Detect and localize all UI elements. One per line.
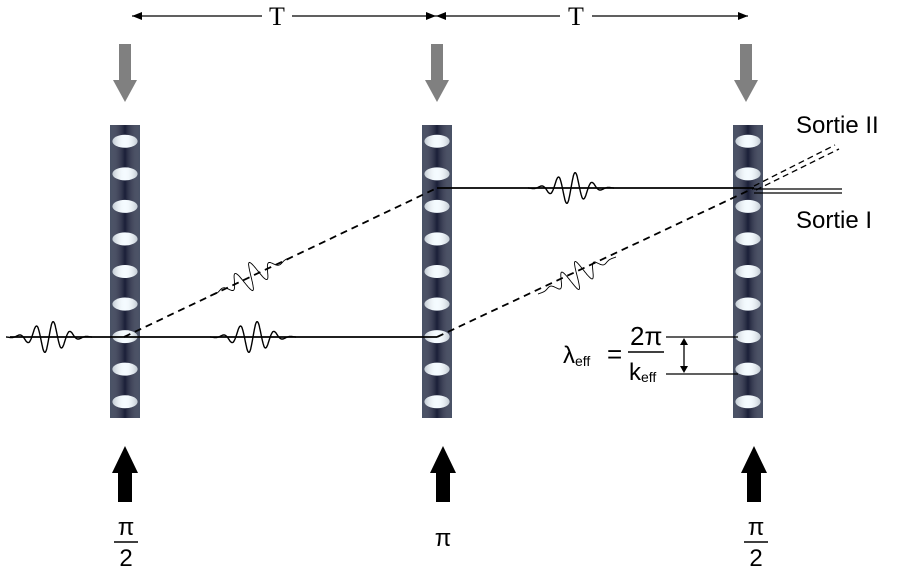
output-2-label: Sortie II xyxy=(796,112,879,139)
bottom-arrow-3 xyxy=(741,446,767,502)
grating-2 xyxy=(422,125,452,418)
wave-packet-lower xyxy=(210,321,296,353)
output-2-line-a xyxy=(753,144,836,187)
arrowhead-right-2 xyxy=(738,12,748,20)
pulse-label-3: π 2 xyxy=(744,514,768,572)
arrowhead-left-1 xyxy=(132,12,142,20)
output-1-label: Sortie I xyxy=(796,207,872,234)
wave-packet-incoming xyxy=(6,321,92,353)
wave-packet-upper xyxy=(528,172,614,204)
pulse-label-3-denominator: 2 xyxy=(749,545,762,572)
fraction-numerator: 2π xyxy=(630,321,662,351)
grating-3 xyxy=(733,125,763,418)
grating-shading xyxy=(733,125,763,418)
grating-shading xyxy=(110,125,140,418)
time-label-2: T xyxy=(568,2,584,31)
arrowhead-left-2 xyxy=(436,12,446,20)
wave-packets xyxy=(6,172,617,353)
wave-packet-upper-diagonal xyxy=(209,256,293,297)
k-subscript: eff xyxy=(641,369,656,385)
pulse-label-1-numerator: π xyxy=(118,514,135,541)
pulse-label-2-numerator: π xyxy=(435,525,452,552)
bottom-arrow-2 xyxy=(430,446,456,502)
grating-shading xyxy=(422,125,452,418)
bottom-laser-arrows xyxy=(112,446,767,502)
upper-path-1 xyxy=(123,187,438,338)
fraction-denominator: keff xyxy=(629,359,656,386)
grating-1 xyxy=(110,125,140,418)
top-arrow-3 xyxy=(734,44,758,102)
wavelength-arrowhead-down xyxy=(680,366,688,373)
output-2-line-b xyxy=(755,148,840,191)
arrowhead-right-1 xyxy=(426,12,436,20)
trajectories xyxy=(10,144,842,338)
pulse-label-1-denominator: 2 xyxy=(119,545,132,572)
lambda-subscript: eff xyxy=(575,353,590,369)
equals-sign: = xyxy=(607,339,622,369)
time-label-1: T xyxy=(269,2,285,31)
pulse-label-3-numerator: π xyxy=(748,514,765,541)
wave-packet-lower-diagonal xyxy=(537,256,617,295)
wavelength-annotation: λeff = 2π keff xyxy=(563,321,738,386)
lambda-symbol: λeff xyxy=(563,342,590,369)
wavelength-arrowhead-up xyxy=(680,338,688,345)
pulse-label-1: π 2 xyxy=(114,514,138,572)
top-arrow-2 xyxy=(425,44,449,102)
bottom-arrow-1 xyxy=(112,446,138,502)
pulse-label-2: π xyxy=(435,525,452,552)
lower-path-2 xyxy=(436,187,755,338)
top-arrow-1 xyxy=(113,44,137,102)
time-interval-arrows xyxy=(132,12,748,20)
top-laser-arrows xyxy=(113,44,758,102)
